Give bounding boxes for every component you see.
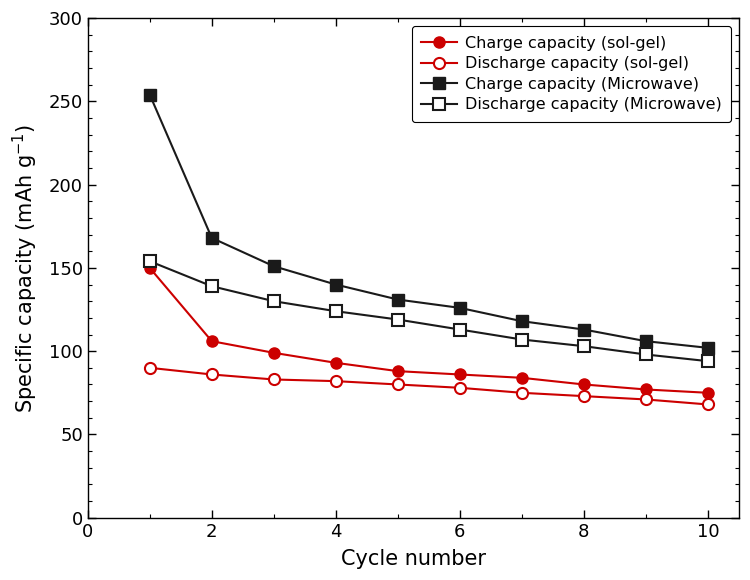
Discharge capacity (sol-gel) [518, 389, 526, 396]
Discharge capacity (sol-gel) [269, 376, 278, 383]
Discharge capacity (sol-gel) [579, 393, 588, 400]
Charge capacity (sol-gel) [704, 389, 712, 396]
Charge capacity (sol-gel) [269, 349, 278, 356]
Charge capacity (sol-gel) [332, 360, 340, 367]
Charge capacity (Microwave) [455, 304, 464, 311]
Discharge capacity (Microwave) [332, 308, 340, 315]
Charge capacity (Microwave) [269, 263, 278, 270]
Discharge capacity (Microwave) [704, 358, 712, 365]
Discharge capacity (Microwave) [269, 298, 278, 304]
Line: Discharge capacity (Microwave): Discharge capacity (Microwave) [144, 256, 713, 367]
Charge capacity (Microwave) [579, 326, 588, 333]
Charge capacity (sol-gel) [518, 374, 526, 381]
Charge capacity (Microwave) [332, 281, 340, 288]
Line: Discharge capacity (sol-gel): Discharge capacity (sol-gel) [144, 362, 713, 410]
Charge capacity (sol-gel) [146, 264, 154, 271]
Discharge capacity (sol-gel) [332, 378, 340, 385]
Charge capacity (sol-gel) [207, 338, 216, 345]
Discharge capacity (sol-gel) [146, 364, 154, 371]
Charge capacity (Microwave) [704, 345, 712, 351]
Charge capacity (Microwave) [518, 318, 526, 325]
Y-axis label: Specific capacity (mAh g$^{-1}$): Specific capacity (mAh g$^{-1}$) [11, 124, 40, 412]
Discharge capacity (Microwave) [393, 316, 402, 323]
Charge capacity (Microwave) [641, 338, 650, 345]
Discharge capacity (sol-gel) [455, 385, 464, 392]
Charge capacity (Microwave) [146, 91, 154, 98]
Discharge capacity (sol-gel) [393, 381, 402, 388]
Charge capacity (Microwave) [393, 296, 402, 303]
Line: Charge capacity (Microwave): Charge capacity (Microwave) [144, 89, 713, 353]
Discharge capacity (sol-gel) [641, 396, 650, 403]
Line: Charge capacity (sol-gel): Charge capacity (sol-gel) [144, 262, 713, 398]
Charge capacity (sol-gel) [455, 371, 464, 378]
Charge capacity (sol-gel) [393, 368, 402, 375]
Discharge capacity (Microwave) [579, 343, 588, 350]
Discharge capacity (Microwave) [455, 326, 464, 333]
Discharge capacity (Microwave) [641, 351, 650, 358]
Discharge capacity (Microwave) [518, 336, 526, 343]
Discharge capacity (sol-gel) [704, 401, 712, 408]
Charge capacity (sol-gel) [641, 386, 650, 393]
Legend: Charge capacity (sol-gel), Discharge capacity (sol-gel), Charge capacity (Microw: Charge capacity (sol-gel), Discharge cap… [412, 26, 731, 122]
Discharge capacity (Microwave) [207, 282, 216, 289]
X-axis label: Cycle number: Cycle number [340, 549, 486, 569]
Charge capacity (Microwave) [207, 234, 216, 241]
Discharge capacity (sol-gel) [207, 371, 216, 378]
Discharge capacity (Microwave) [146, 258, 154, 264]
Charge capacity (sol-gel) [579, 381, 588, 388]
